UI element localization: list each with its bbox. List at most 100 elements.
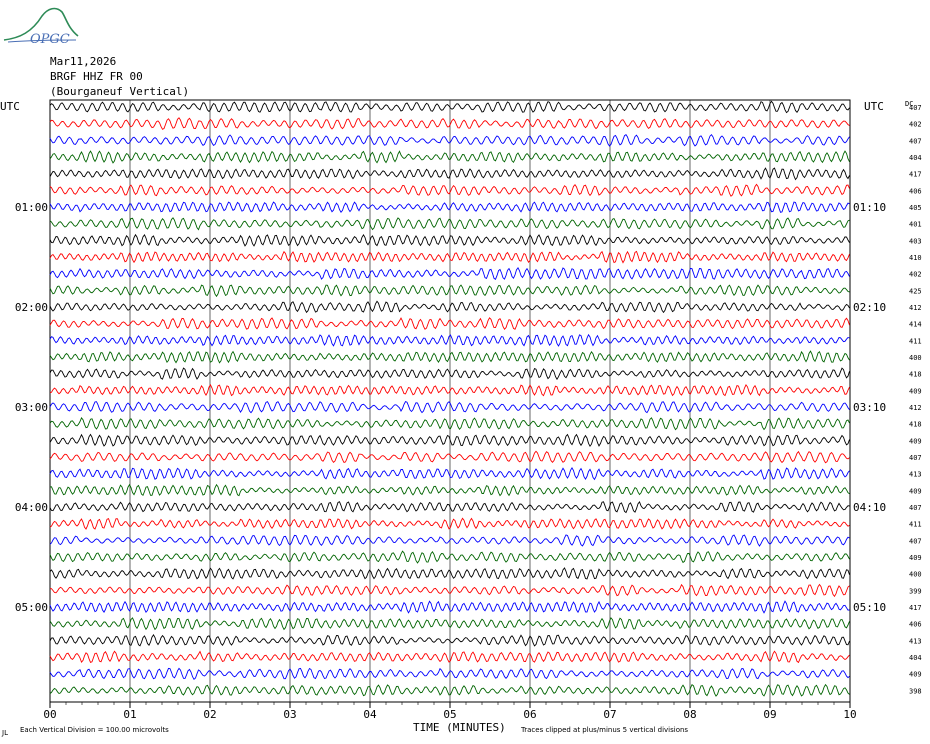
seismic-trace [49, 317, 850, 330]
dc-value: 418 [909, 371, 922, 379]
dc-value: 417 [909, 604, 922, 612]
left-time-label: 02:00 [15, 301, 48, 314]
dc-value: 411 [909, 521, 922, 529]
station-location: (Bourganeuf Vertical) [50, 85, 190, 98]
dc-value: 405 [909, 204, 922, 212]
chart-date: Mar11,2026 [50, 55, 117, 68]
dc-value: 402 [909, 271, 922, 279]
seismic-trace [49, 350, 850, 364]
dc-value: 425 [909, 287, 922, 295]
seismic-trace [49, 100, 850, 114]
seismic-trace [49, 300, 850, 314]
seismic-trace [49, 133, 850, 147]
dc-value: 400 [909, 571, 922, 579]
dc-value: 413 [909, 471, 922, 479]
right-time-label: 04:10 [853, 501, 886, 514]
dc-value: 407 [909, 454, 922, 462]
x-tick-label: 08 [683, 708, 696, 721]
seismic-trace [49, 183, 850, 197]
dc-value: 403 [909, 237, 922, 245]
dc-value: 413 [909, 637, 922, 645]
dc-value: 410 [909, 254, 922, 262]
x-tick-label: 06 [523, 708, 536, 721]
dc-value: 407 [909, 137, 922, 145]
seismic-trace [49, 401, 850, 414]
dc-value: 401 [909, 221, 922, 229]
seismic-trace [49, 367, 850, 381]
x-tick-label: 04 [363, 708, 377, 721]
right-time-label: 02:10 [853, 301, 886, 314]
x-tick-label: 05 [443, 708, 456, 721]
x-tick-label: 07 [603, 708, 616, 721]
dc-value: 402 [909, 121, 922, 129]
right-time-label: 01:10 [853, 201, 886, 214]
left-time-label: 01:00 [15, 201, 48, 214]
seismic-trace [49, 567, 850, 580]
dc-value: 398 [909, 687, 922, 695]
dc-value: 409 [909, 437, 922, 445]
seismic-trace [49, 501, 850, 514]
dc-value: 409 [909, 487, 922, 495]
x-tick-label: 03 [283, 708, 296, 721]
corner-mark: JL [1, 729, 8, 737]
left-time-label: 05:00 [15, 601, 48, 614]
seismic-trace [49, 201, 850, 213]
opgc-logo-icon: OPGC [3, 7, 79, 46]
right-time-label: 03:10 [853, 401, 886, 414]
dc-value: 406 [909, 621, 922, 629]
seismic-trace [49, 634, 850, 647]
seismic-trace [49, 167, 850, 181]
dc-value: 400 [909, 354, 922, 362]
dc-value: 407 [909, 104, 922, 112]
left-time-label: 03:00 [15, 401, 48, 414]
seismic-trace [49, 617, 850, 631]
x-tick-label: 01 [123, 708, 136, 721]
x-tick-label: 00 [43, 708, 56, 721]
seismic-trace [49, 534, 850, 547]
seismic-trace [49, 117, 850, 130]
seismic-trace [49, 600, 850, 614]
dc-value: 409 [909, 671, 922, 679]
right-utc-label: UTC [864, 100, 884, 113]
x-axis-title: TIME (MINUTES) [413, 721, 506, 734]
seismic-trace [49, 483, 850, 497]
seismic-trace [49, 683, 850, 697]
grid-lines [49, 99, 851, 708]
seismic-trace [49, 384, 850, 397]
dc-value: 406 [909, 187, 922, 195]
dc-value: 404 [909, 154, 922, 162]
dc-label: DC [905, 100, 913, 108]
dc-value: 414 [909, 321, 922, 329]
seismic-trace [49, 233, 850, 247]
right-time-label: 05:10 [853, 601, 886, 614]
opgc-logo: OPGC [2, 2, 82, 46]
x-tick-label: 09 [763, 708, 776, 721]
seismic-trace [49, 450, 850, 464]
seismic-trace [49, 284, 850, 298]
dc-value: 407 [909, 504, 922, 512]
dc-value: 411 [909, 337, 922, 345]
label-group: 00 01 02 03 04 05 06 07 08 09 10 407 402 407 404 417 406… [0, 100, 922, 737]
dc-value: 399 [909, 587, 922, 595]
seismic-trace [49, 550, 850, 564]
scale-note: Each Vertical Division = 100.00 microvol… [20, 726, 169, 734]
seismic-trace [49, 266, 850, 280]
seismic-trace [49, 583, 850, 598]
x-tick-label: 10 [843, 708, 856, 721]
dc-value: 417 [909, 171, 922, 179]
trace-group [49, 100, 850, 697]
dc-value: 409 [909, 554, 922, 562]
dc-value: 412 [909, 404, 922, 412]
seismic-trace [49, 250, 850, 264]
seismic-trace [49, 467, 850, 481]
clip-note: Traces clipped at plus/minus 5 vertical … [520, 726, 688, 734]
dc-value: 404 [909, 654, 922, 662]
seismic-trace [49, 333, 850, 347]
dc-value: 412 [909, 304, 922, 312]
seismic-trace [49, 667, 850, 681]
seismic-trace [49, 150, 850, 164]
logo-text: OPGC [30, 32, 70, 46]
left-utc-label: UTC [0, 100, 20, 113]
